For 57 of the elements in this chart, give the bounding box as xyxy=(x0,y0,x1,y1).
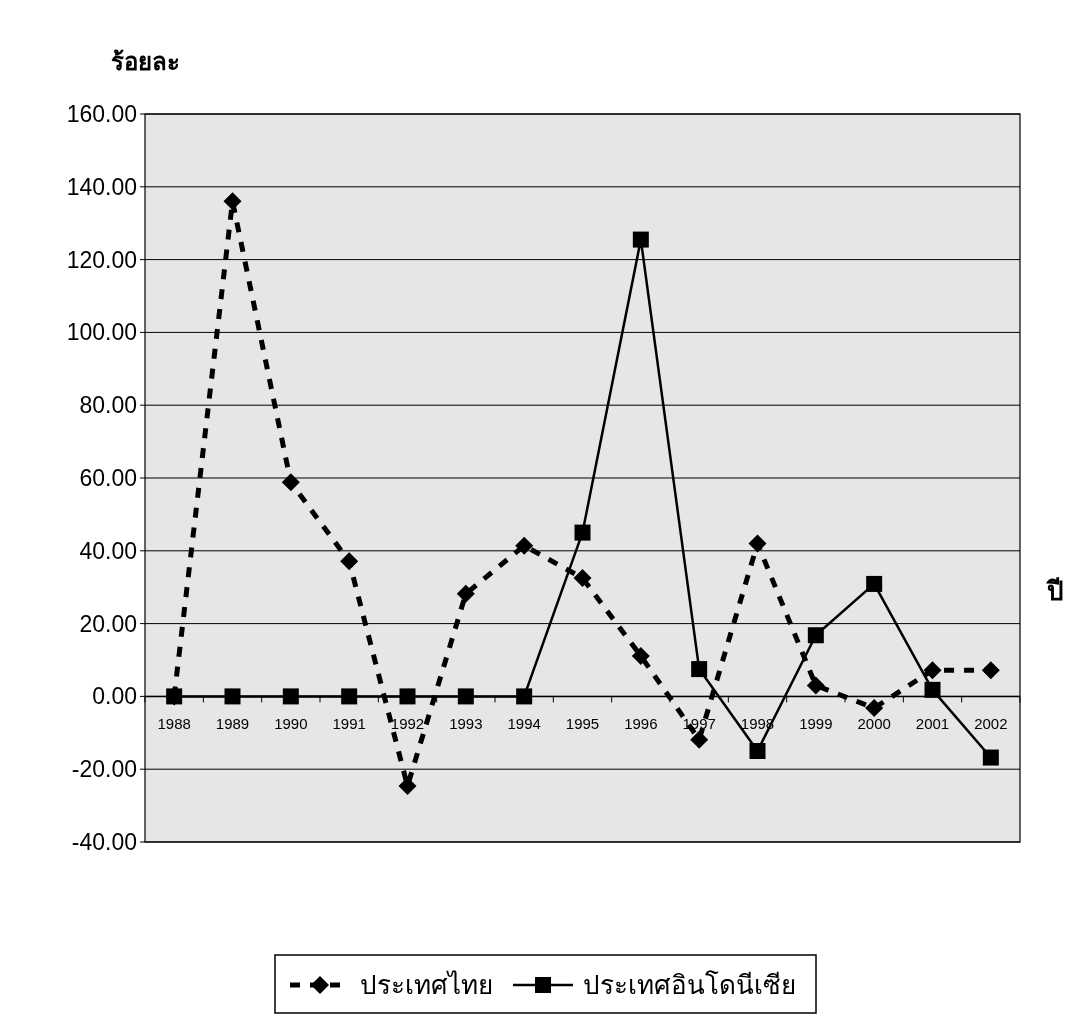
y-tick-label: 40.00 xyxy=(79,537,137,564)
y-tick-label: 80.00 xyxy=(79,392,137,419)
y-tick-label: 60.00 xyxy=(79,465,137,491)
x-tick-label: 1992 xyxy=(390,715,425,733)
x-tick-label: 1988 xyxy=(157,715,191,733)
x-tick-label: 1999 xyxy=(799,715,833,733)
x-tick-label: 2001 xyxy=(915,715,950,733)
point xyxy=(457,688,474,705)
point xyxy=(340,552,359,571)
point xyxy=(806,676,825,695)
point xyxy=(982,749,999,766)
x-tick-label: 2000 xyxy=(857,715,891,733)
point xyxy=(691,661,708,678)
point xyxy=(807,627,824,644)
x-tick-label: 1990 xyxy=(274,715,308,733)
x-tick-label: 1991 xyxy=(332,715,366,733)
point xyxy=(749,743,766,759)
x-tick-label: 1989 xyxy=(215,715,250,733)
point xyxy=(399,688,416,705)
point xyxy=(923,661,942,680)
x-tick-label: 1993 xyxy=(449,715,483,733)
legend-label: ประเทศไทย xyxy=(360,970,493,1000)
x-tick-label: 1996 xyxy=(624,715,658,733)
point xyxy=(632,231,649,248)
point xyxy=(341,688,358,705)
y-tick-label: -40.00 xyxy=(71,829,137,855)
legend-label: ประเทศอินโดนีเซีย xyxy=(583,970,796,1000)
point xyxy=(281,473,300,492)
x-tick-label: 2002 xyxy=(974,715,1008,733)
y-tick-label: 160.00 xyxy=(66,101,137,127)
point xyxy=(748,534,767,553)
point xyxy=(456,584,475,603)
point xyxy=(865,699,884,718)
point xyxy=(866,575,883,592)
y-tick-label: -20.00 xyxy=(71,756,137,783)
point xyxy=(924,681,941,698)
point xyxy=(282,688,299,705)
x-axis-title: ปี xyxy=(1045,576,1064,606)
point xyxy=(690,730,709,749)
y-axis-title: ร้อยละ xyxy=(110,48,180,76)
x-tick-label: 1994 xyxy=(507,715,541,733)
point xyxy=(516,688,533,705)
point xyxy=(166,688,183,705)
point xyxy=(981,661,1000,680)
point xyxy=(224,688,241,705)
y-tick-label: 100.00 xyxy=(66,319,137,346)
point xyxy=(515,536,534,555)
y-tick-label: 0.00 xyxy=(92,683,137,710)
y-tick-label: 20.00 xyxy=(79,610,137,637)
point xyxy=(574,524,591,541)
point xyxy=(631,647,650,665)
point xyxy=(573,569,592,588)
x-tick-label: 1995 xyxy=(565,715,600,733)
point xyxy=(223,192,242,211)
y-tick-label: 140.00 xyxy=(66,173,137,200)
y-tick-label: 120.00 xyxy=(66,246,137,273)
x-tick-label: 1997 xyxy=(682,715,716,733)
